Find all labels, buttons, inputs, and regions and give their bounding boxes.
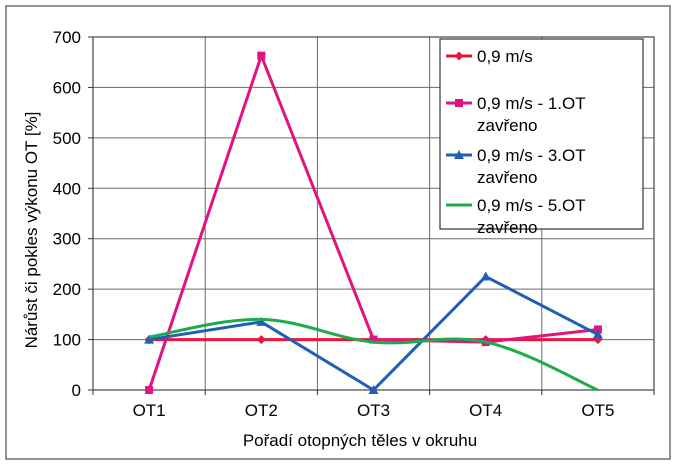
x-tick-label: OT1 xyxy=(133,401,166,420)
y-tick-label: 400 xyxy=(53,179,81,198)
series-layer xyxy=(144,51,603,394)
data-point-square xyxy=(455,99,463,107)
data-point-triangle xyxy=(592,329,603,339)
data-point-square xyxy=(257,51,266,60)
y-tick-label: 100 xyxy=(53,331,81,350)
legend-entry-1: 0,9 m/s xyxy=(446,47,533,66)
legend-label: 0,9 m/s - 5.OT xyxy=(477,196,586,215)
data-point-square xyxy=(145,386,154,394)
y-tick-label: 700 xyxy=(53,28,81,47)
data-point-triangle xyxy=(368,385,379,394)
legend-label: zavřeno xyxy=(477,218,537,237)
legend-label: zavřeno xyxy=(477,116,537,135)
data-point-triangle xyxy=(480,271,491,281)
y-tick-label: 600 xyxy=(53,78,81,97)
y-axis-title: Nárůst či pokles výkonu OT [%] xyxy=(22,112,41,349)
x-axis-ticks: OT1 OT2 OT3 OT4 OT5 xyxy=(92,390,655,420)
legend-box xyxy=(439,38,644,230)
data-point-triangle xyxy=(256,316,267,326)
data-point-diamond xyxy=(454,51,464,61)
data-point-square xyxy=(369,335,378,344)
x-tick-label: OT3 xyxy=(357,401,390,420)
legend-entry-3: 0,9 m/s - 3.OT zavřeno xyxy=(446,146,586,187)
legend-label: zavřeno xyxy=(477,168,537,187)
y-axis-ticks: 0 100 200 300 400 500 600 700 xyxy=(53,28,93,400)
x-tick-label: OT2 xyxy=(245,401,278,420)
data-point-triangle xyxy=(454,150,464,159)
data-point-triangle xyxy=(144,334,155,344)
y-tick-label: 300 xyxy=(53,230,81,249)
series-3 xyxy=(144,271,603,394)
series-line xyxy=(148,317,599,392)
legend-label: 0,9 m/s xyxy=(477,47,533,66)
legend-entry-2: 0,9 m/s - 1.OT zavřeno xyxy=(446,94,586,135)
x-tick-label: OT4 xyxy=(469,401,502,420)
chart-frame xyxy=(5,5,671,460)
legend-label: 0,9 m/s - 3.OT xyxy=(477,146,586,165)
y-tick-label: 500 xyxy=(53,129,81,148)
x-tick-label: OT5 xyxy=(581,401,614,420)
y-tick-label: 200 xyxy=(53,280,81,299)
series-4 xyxy=(148,317,599,392)
data-point-diamond xyxy=(256,335,266,345)
legend-label: 0,9 m/s - 1.OT xyxy=(477,94,586,113)
data-point-square xyxy=(593,325,602,334)
y-tick-label: 0 xyxy=(72,381,81,400)
x-axis-title: Pořadí otopných těles v okruhu xyxy=(243,431,477,450)
legend-entry-4: 0,9 m/s - 5.OT zavřeno xyxy=(446,196,586,237)
